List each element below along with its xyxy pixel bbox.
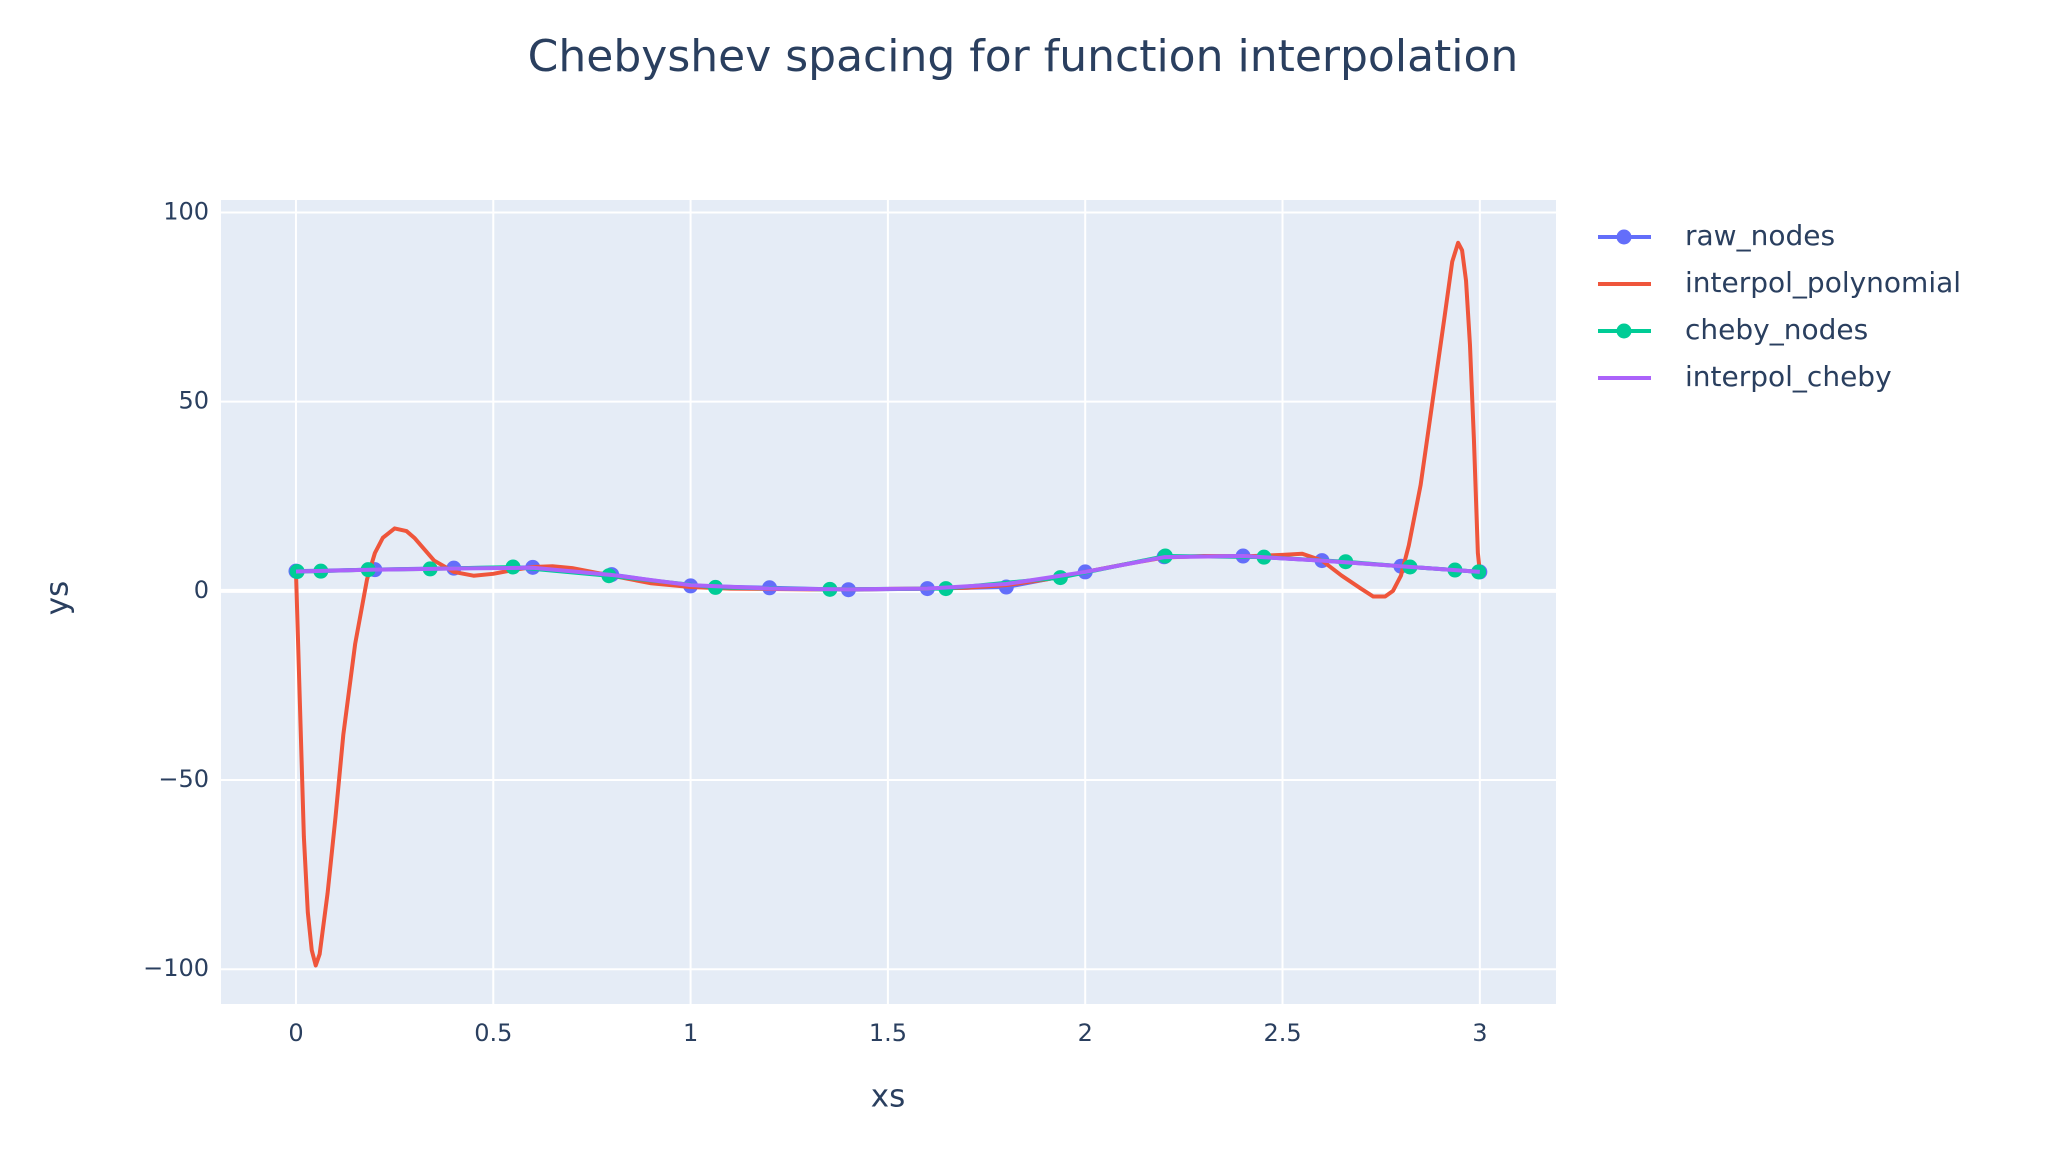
legend-marker	[1616, 229, 1632, 245]
legend-label: raw_nodes	[1685, 219, 1835, 252]
legend-marker	[1616, 323, 1632, 339]
chart-title: Chebyshev spacing for function interpola…	[528, 31, 1519, 82]
y-tick-label: 0	[194, 576, 209, 604]
y-tick-label: −100	[143, 954, 209, 982]
x-tick-label: 2	[1078, 1019, 1093, 1047]
legend-label: cheby_nodes	[1685, 313, 1868, 346]
legend-label: interpol_polynomial	[1685, 266, 1961, 299]
x-tick-label: 0.5	[474, 1019, 512, 1047]
x-tick-label: 3	[1472, 1019, 1487, 1047]
y-tick-label: 50	[178, 387, 209, 415]
y-tick-label: 100	[163, 197, 209, 225]
x-tick-label: 1.5	[869, 1019, 907, 1047]
series-line	[295, 554, 1480, 592]
x-axis-title: xs	[871, 1079, 906, 1115]
x-tick-label: 1	[683, 1019, 698, 1047]
x-tick-label: 0	[288, 1019, 303, 1047]
y-axis-title: ys	[40, 581, 76, 616]
legend-label: interpol_cheby	[1685, 360, 1892, 393]
y-tick-label: −50	[158, 765, 209, 793]
x-tick-label: 2.5	[1263, 1019, 1301, 1047]
